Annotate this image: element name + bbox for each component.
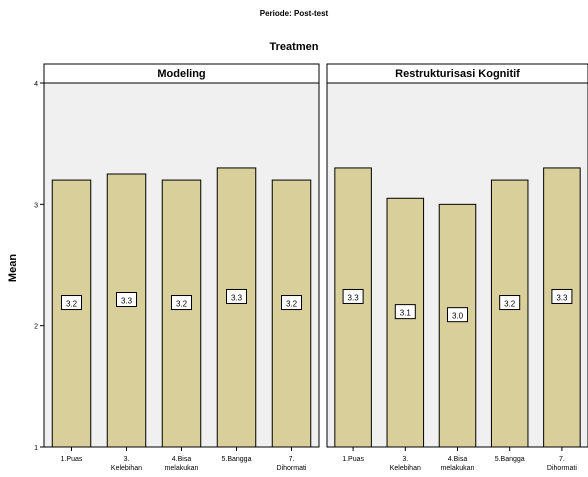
data-label-box — [171, 295, 192, 311]
x-tick-label: 1.Puas — [61, 456, 83, 463]
y-tick-label: 2 — [34, 324, 38, 331]
x-tick-label: 5.Bangga — [222, 456, 252, 463]
bar — [438, 203, 477, 448]
panel-title: Restrukturisasi Kognitif — [395, 68, 520, 80]
data-label-box — [551, 288, 573, 304]
x-tick-label: 7. — [559, 456, 565, 463]
x-tick-label: 4.Bisa — [172, 456, 192, 463]
data-label-box — [394, 304, 416, 320]
bar — [51, 179, 92, 448]
x-tick-label: Dihormati — [277, 465, 307, 472]
x-tick-label: 3. — [402, 456, 408, 463]
data-label: 3.0 — [452, 312, 464, 321]
chart-title: Treatmen — [270, 41, 319, 53]
data-label: 3.3 — [121, 297, 133, 306]
chart-panels: 1 2 3 4 Modeling 3.2 1.Puas 3.3 3. Kelebihan 3.2 4.… — [34, 63, 588, 472]
x-tick-label: Kelebihan — [390, 465, 421, 472]
x-tick-label: 3. — [124, 456, 130, 463]
data-label: 3.1 — [400, 309, 412, 318]
data-label: 3.2 — [176, 300, 188, 309]
data-label-box — [281, 295, 302, 311]
x-tick-label: Kelebihan — [111, 465, 142, 472]
data-label: 3.3 — [231, 293, 243, 302]
bar — [386, 197, 425, 448]
bar — [490, 179, 529, 448]
data-label-box — [499, 295, 521, 311]
x-tick-label: melakukan — [165, 465, 199, 472]
data-label: 3.2 — [504, 300, 516, 309]
bar — [161, 179, 202, 448]
data-label-box — [226, 288, 247, 304]
data-label-box — [116, 292, 137, 307]
data-label: 3.3 — [348, 293, 360, 302]
bar — [543, 167, 581, 448]
x-tick-label: Dihormati — [547, 465, 577, 472]
data-label: 3.3 — [556, 293, 568, 302]
data-label: 3.2 — [66, 300, 78, 309]
x-tick-label: melakukan — [441, 465, 475, 472]
y-tick-label: 4 — [34, 81, 38, 88]
data-label-box — [61, 295, 82, 311]
bar — [271, 179, 312, 448]
bar — [334, 167, 372, 448]
chart-subtitle: Periode: Post-test — [260, 9, 329, 18]
x-tick-label: 1.Puas — [342, 456, 364, 463]
data-label-box — [447, 307, 468, 323]
y-tick-label: 3 — [34, 202, 38, 209]
x-tick-label: 4.Bisa — [448, 456, 468, 463]
data-label-box — [342, 288, 364, 304]
y-tick-label: 1 — [34, 445, 38, 452]
data-label: 3.2 — [286, 300, 298, 309]
y-axis-label: Mean — [7, 254, 19, 282]
x-tick-label: 5.Bangga — [495, 456, 525, 463]
bar — [106, 173, 147, 448]
panel-title: Modeling — [157, 68, 205, 80]
x-tick-label: 7. — [289, 456, 295, 463]
bar — [216, 167, 257, 448]
